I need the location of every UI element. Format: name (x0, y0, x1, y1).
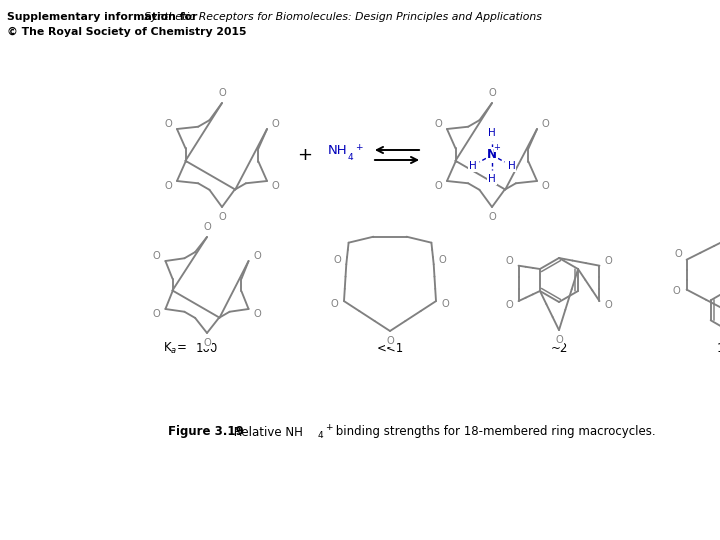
Text: © The Royal Society of Chemistry 2015: © The Royal Society of Chemistry 2015 (7, 27, 246, 37)
Text: Relative NH: Relative NH (230, 426, 303, 438)
Text: O: O (434, 181, 442, 191)
Text: +: + (297, 146, 312, 164)
Text: O: O (164, 119, 172, 129)
Text: O: O (488, 212, 496, 222)
Text: O: O (505, 256, 513, 266)
Text: O: O (605, 256, 613, 266)
Text: O: O (153, 309, 161, 319)
Text: +: + (325, 422, 333, 431)
Text: <<1: <<1 (377, 341, 404, 354)
Text: O: O (203, 338, 211, 348)
Text: K$_a$=: K$_a$= (163, 340, 187, 355)
Text: O: O (555, 335, 563, 345)
Text: O: O (164, 181, 172, 191)
Text: O: O (674, 249, 682, 260)
Text: H: H (469, 161, 477, 171)
Text: O: O (605, 300, 613, 310)
Text: O: O (330, 299, 338, 309)
Text: O: O (253, 251, 261, 261)
Text: O: O (505, 300, 513, 310)
Text: O: O (272, 181, 279, 191)
Text: 100: 100 (196, 341, 218, 354)
Text: Figure 3.19: Figure 3.19 (168, 426, 244, 438)
Text: H: H (488, 129, 496, 138)
Text: O: O (333, 255, 341, 265)
Text: O: O (542, 119, 549, 129)
Text: O: O (218, 88, 226, 98)
Text: Supplementary information for: Supplementary information for (7, 12, 201, 22)
Text: O: O (488, 88, 496, 98)
Text: O: O (672, 286, 680, 296)
Text: ~2: ~2 (550, 341, 567, 354)
Text: O: O (203, 222, 211, 232)
Text: O: O (542, 181, 549, 191)
Text: O: O (272, 119, 279, 129)
Text: 4: 4 (348, 153, 354, 163)
Text: +: + (355, 143, 362, 152)
Text: H: H (488, 174, 496, 184)
Text: 4: 4 (318, 431, 323, 441)
Text: O: O (218, 212, 226, 222)
Text: NH: NH (328, 145, 348, 158)
Text: binding strengths for 18-membered ring macrocycles.: binding strengths for 18-membered ring m… (332, 426, 656, 438)
Text: O: O (386, 336, 394, 346)
Text: +: + (494, 143, 500, 152)
Text: O: O (434, 119, 442, 129)
Text: 190: 190 (717, 341, 720, 354)
Text: N: N (487, 148, 497, 161)
Text: H: H (508, 161, 516, 171)
Text: O: O (439, 255, 446, 265)
Text: Synthetic Receptors for Biomolecules: Design Principles and Applications: Synthetic Receptors for Biomolecules: De… (143, 12, 541, 22)
Text: O: O (153, 251, 161, 261)
Text: O: O (441, 299, 449, 309)
Text: O: O (253, 309, 261, 319)
